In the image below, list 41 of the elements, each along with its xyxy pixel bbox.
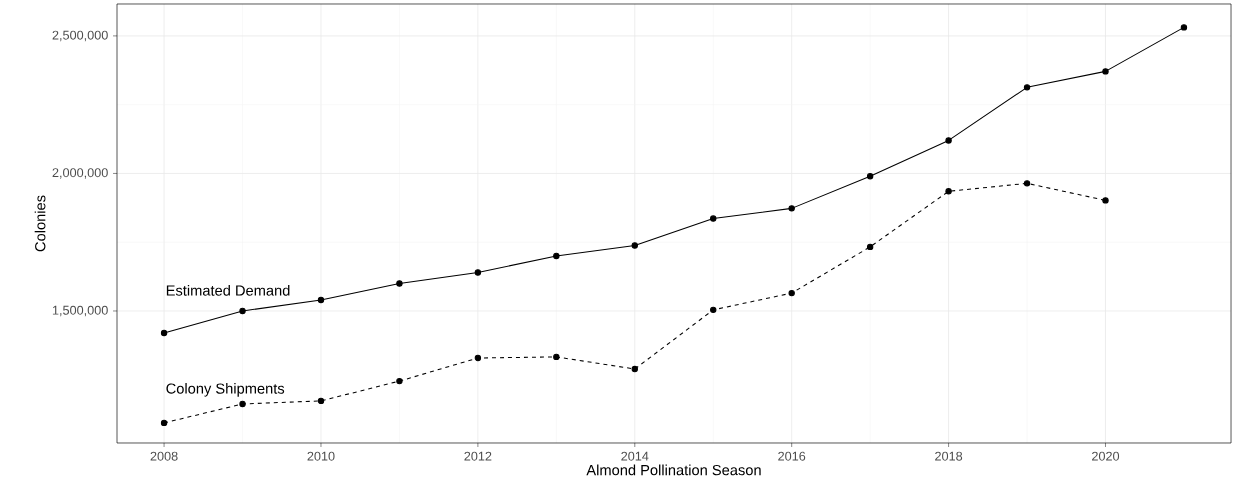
point (866, 243, 874, 251)
point (396, 377, 403, 385)
point (945, 188, 952, 195)
point (553, 353, 560, 361)
x-tick-label: 2014 (621, 451, 649, 461)
point (1102, 197, 1109, 204)
point (239, 400, 246, 408)
x-axis-title: Almond Pollination Season (586, 464, 761, 476)
point (945, 137, 952, 144)
y-axis-title: Colonies (34, 195, 46, 252)
point (1180, 24, 1188, 31)
point (710, 306, 717, 314)
point (474, 354, 482, 362)
x-tick-label: 2010 (307, 451, 335, 461)
point (160, 419, 168, 427)
point (317, 397, 325, 405)
x-tick-label: 2016 (778, 451, 806, 461)
series-label: Estimated Demand (166, 284, 290, 296)
point (396, 280, 403, 287)
point (160, 329, 168, 337)
point (1102, 68, 1109, 75)
y-tick-label: 2,500,000 (52, 30, 108, 42)
y-tick-label: 1,500,000 (52, 305, 108, 317)
point (1023, 180, 1031, 187)
series-label: Colony Shipments (166, 382, 285, 397)
x-tick-label: 2008 (150, 451, 178, 461)
point (788, 205, 795, 212)
point (317, 296, 325, 304)
point (474, 269, 482, 276)
point (866, 172, 874, 180)
point (631, 242, 638, 249)
point (553, 252, 560, 260)
x-tick-label: 2012 (464, 451, 492, 461)
point (239, 307, 246, 315)
point (710, 215, 717, 222)
x-tick-label: 2020 (1092, 451, 1120, 461)
point (1023, 84, 1031, 91)
point (788, 289, 795, 297)
point (631, 365, 638, 373)
x-tick-label: 2018 (935, 451, 963, 461)
y-tick-label: 2,000,000 (52, 168, 108, 179)
